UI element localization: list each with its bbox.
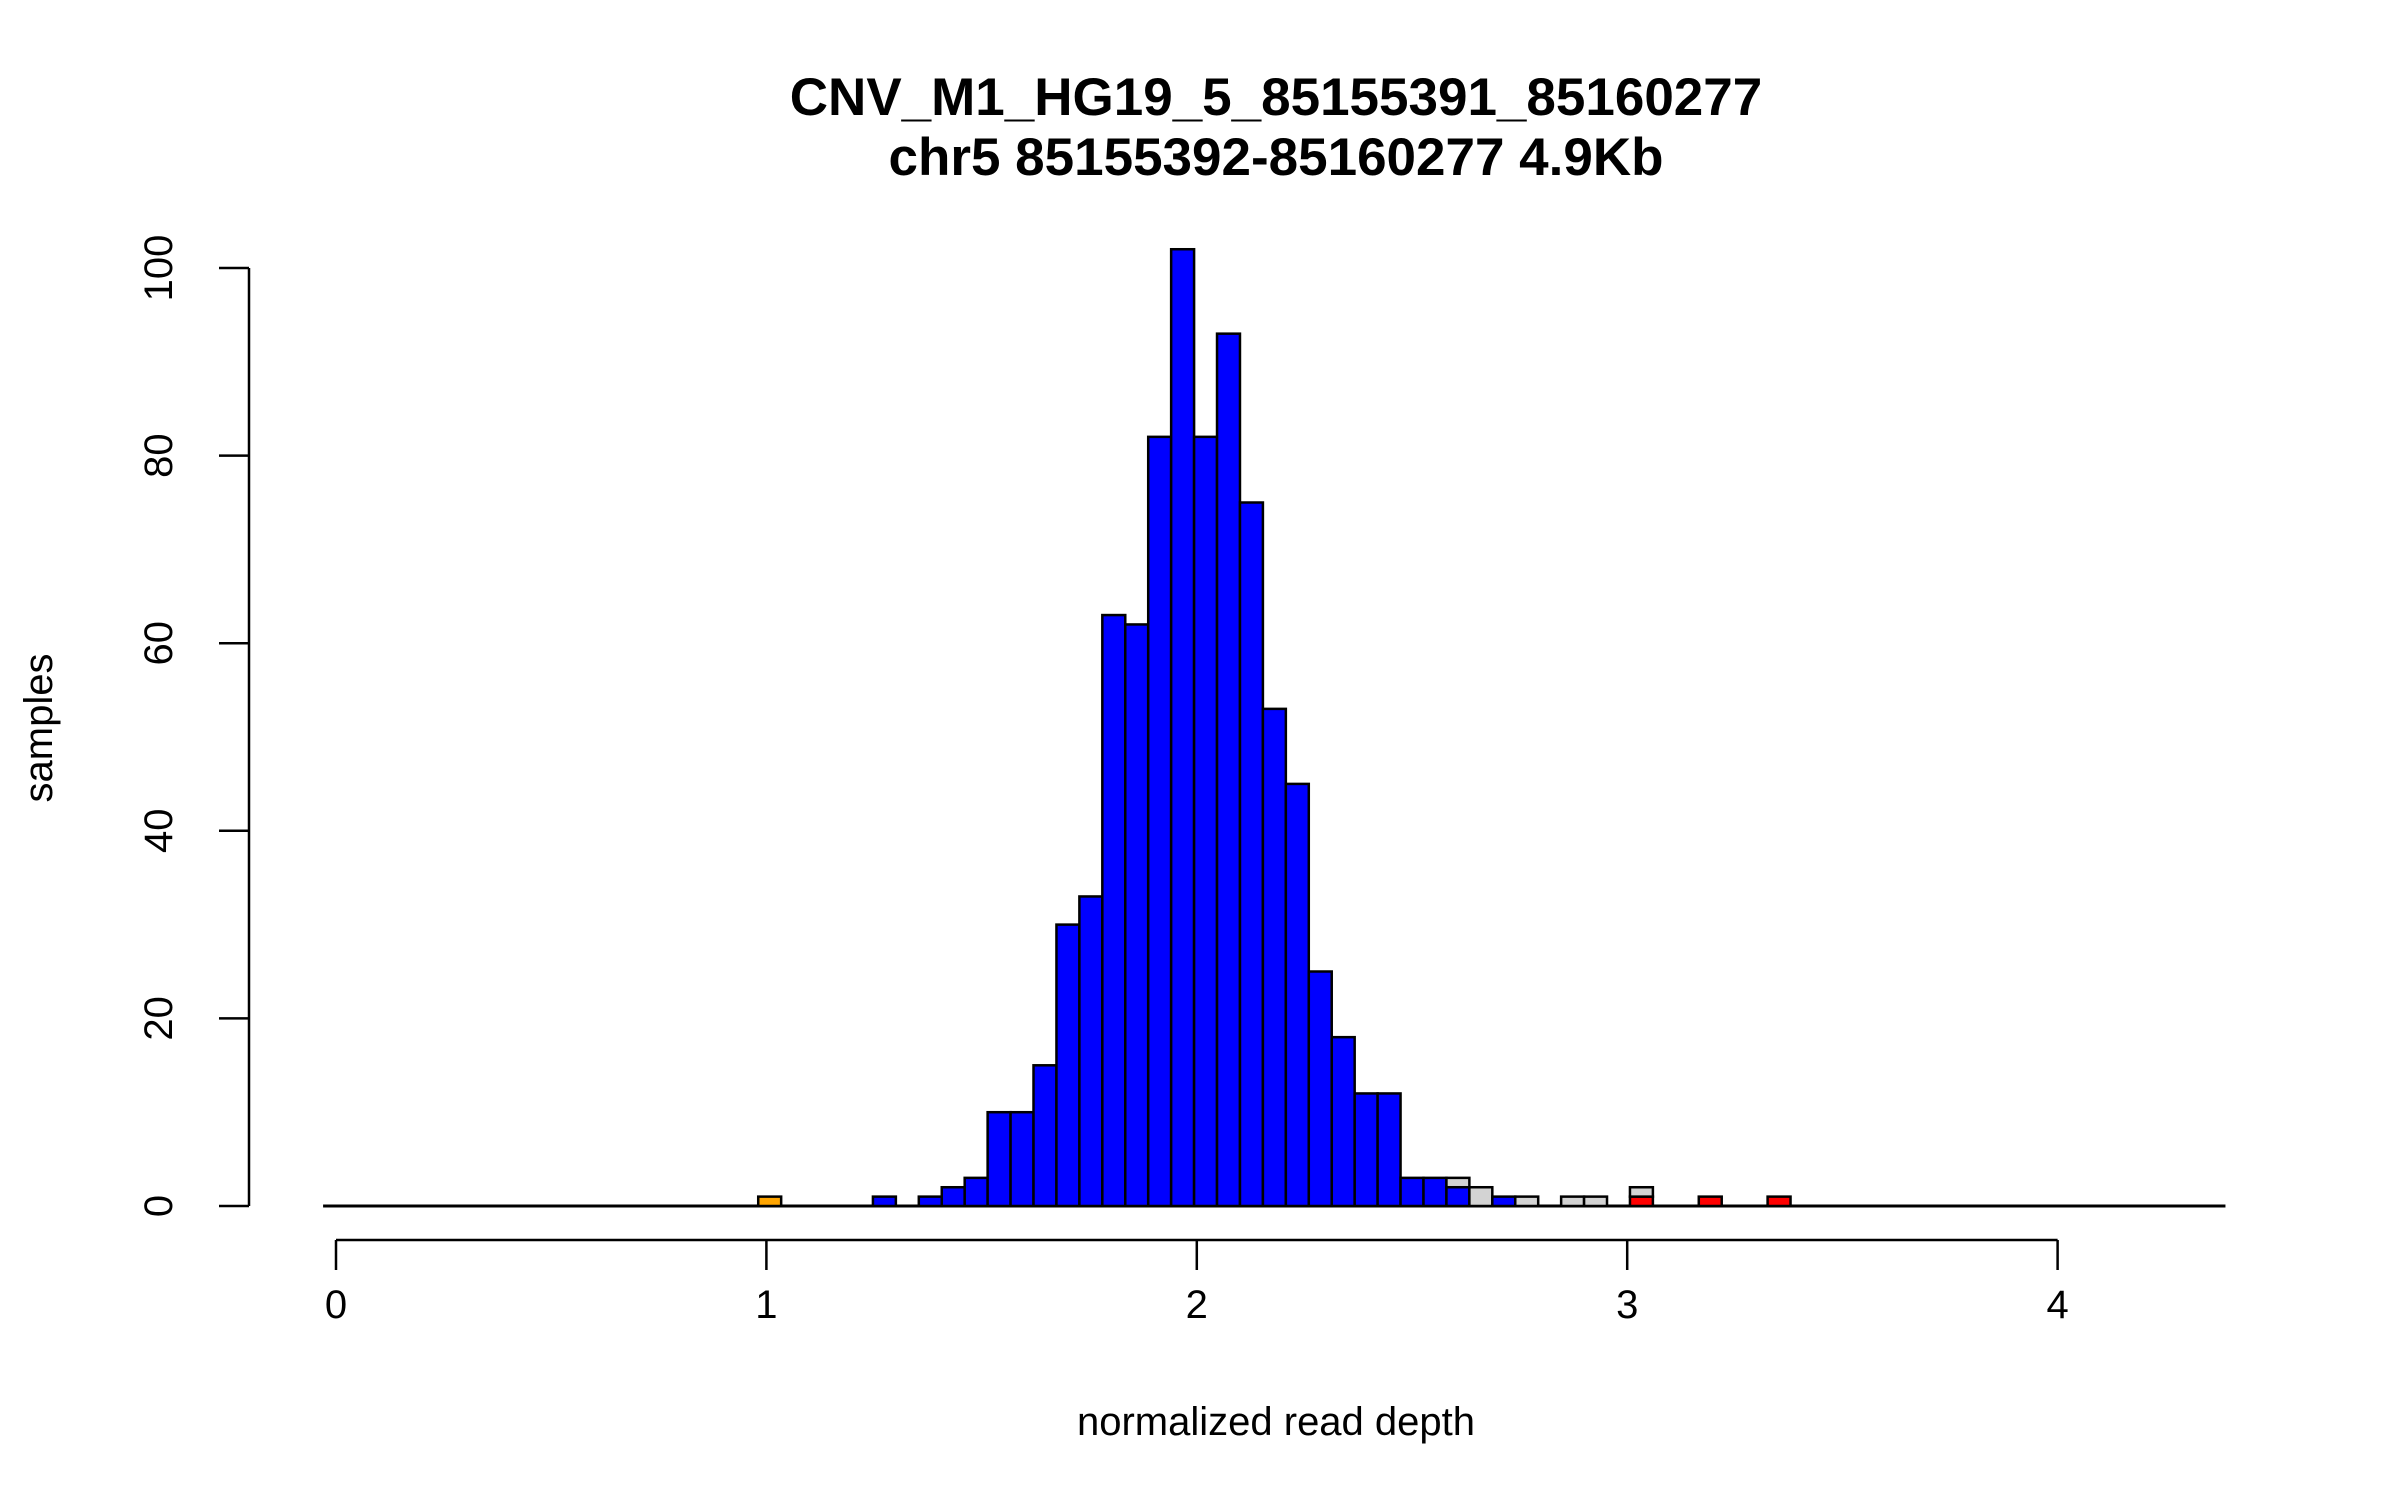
histogram-bar-blue xyxy=(1078,895,1104,1208)
histogram-bar-red xyxy=(1628,1195,1655,1208)
histogram-bar-orange xyxy=(756,1195,783,1208)
x-tick-label: 0 xyxy=(325,1283,347,1327)
histogram-bar-blue xyxy=(1422,1176,1448,1208)
y-tick-label: 80 xyxy=(137,433,181,478)
histogram-bar-blue xyxy=(1009,1110,1035,1208)
x-tick-label: 4 xyxy=(2046,1283,2068,1327)
histogram-bar-blue xyxy=(1353,1092,1379,1208)
histogram-bar-blue xyxy=(1146,435,1173,1208)
histogram-bar-blue xyxy=(1101,613,1127,1208)
histogram-bar-red xyxy=(1697,1195,1723,1208)
histogram-bar-blue xyxy=(1307,970,1333,1208)
chart-subtitle: chr5 85155392-85160277 4.9Kb xyxy=(889,128,1664,187)
y-tick-label: 20 xyxy=(137,996,181,1041)
x-tick-label: 2 xyxy=(1186,1283,1208,1327)
histogram-bar-grey xyxy=(1468,1185,1494,1208)
histogram-bar-blue xyxy=(1445,1185,1471,1208)
histogram-bar-blue xyxy=(986,1110,1012,1208)
histogram-bar-blue xyxy=(940,1185,966,1208)
histogram-bar-blue xyxy=(1284,782,1311,1208)
histogram-bar-grey xyxy=(1628,1185,1655,1198)
histogram-bar-blue xyxy=(917,1195,943,1208)
histogram-bar-grey xyxy=(1514,1195,1540,1208)
histogram-bar-grey xyxy=(1582,1195,1609,1208)
histogram-bar-blue xyxy=(1215,332,1242,1208)
histogram-bar-blue xyxy=(963,1176,989,1208)
histogram-bar-blue xyxy=(1055,923,1081,1208)
histogram-bar-blue xyxy=(1399,1176,1425,1208)
y-tick-label: 100 xyxy=(137,235,181,302)
bars xyxy=(323,247,2226,1208)
y-tick-label: 60 xyxy=(137,621,181,666)
y-axis-label: samples xyxy=(17,654,61,803)
histogram-bar-grey xyxy=(1559,1195,1586,1208)
histogram-bar-blue xyxy=(1192,435,1219,1208)
histogram-bar-grey xyxy=(1445,1176,1471,1189)
x-tick-label: 3 xyxy=(1616,1283,1638,1327)
x-tick-label: 1 xyxy=(755,1283,777,1327)
histogram-bar-blue xyxy=(1330,1035,1356,1208)
histogram-bar-blue xyxy=(1124,623,1150,1208)
histogram-bar-blue xyxy=(1261,707,1288,1208)
histogram-bar-blue xyxy=(871,1195,898,1208)
histogram-bar-blue xyxy=(1376,1092,1402,1208)
chart-title: CNV_M1_HG19_5_85155391_85160277 xyxy=(790,68,1762,127)
y-tick-label: 40 xyxy=(137,809,181,854)
histogram-bar-red xyxy=(1766,1195,1792,1208)
histogram-bar-blue xyxy=(1032,1064,1058,1208)
y-tick-label: 0 xyxy=(137,1195,181,1217)
histogram-bar-blue xyxy=(1491,1195,1517,1208)
histogram-bar-blue xyxy=(1169,247,1196,1208)
x-axis-label: normalized read depth xyxy=(1077,1400,1475,1444)
histogram-bar-blue xyxy=(1238,501,1265,1208)
